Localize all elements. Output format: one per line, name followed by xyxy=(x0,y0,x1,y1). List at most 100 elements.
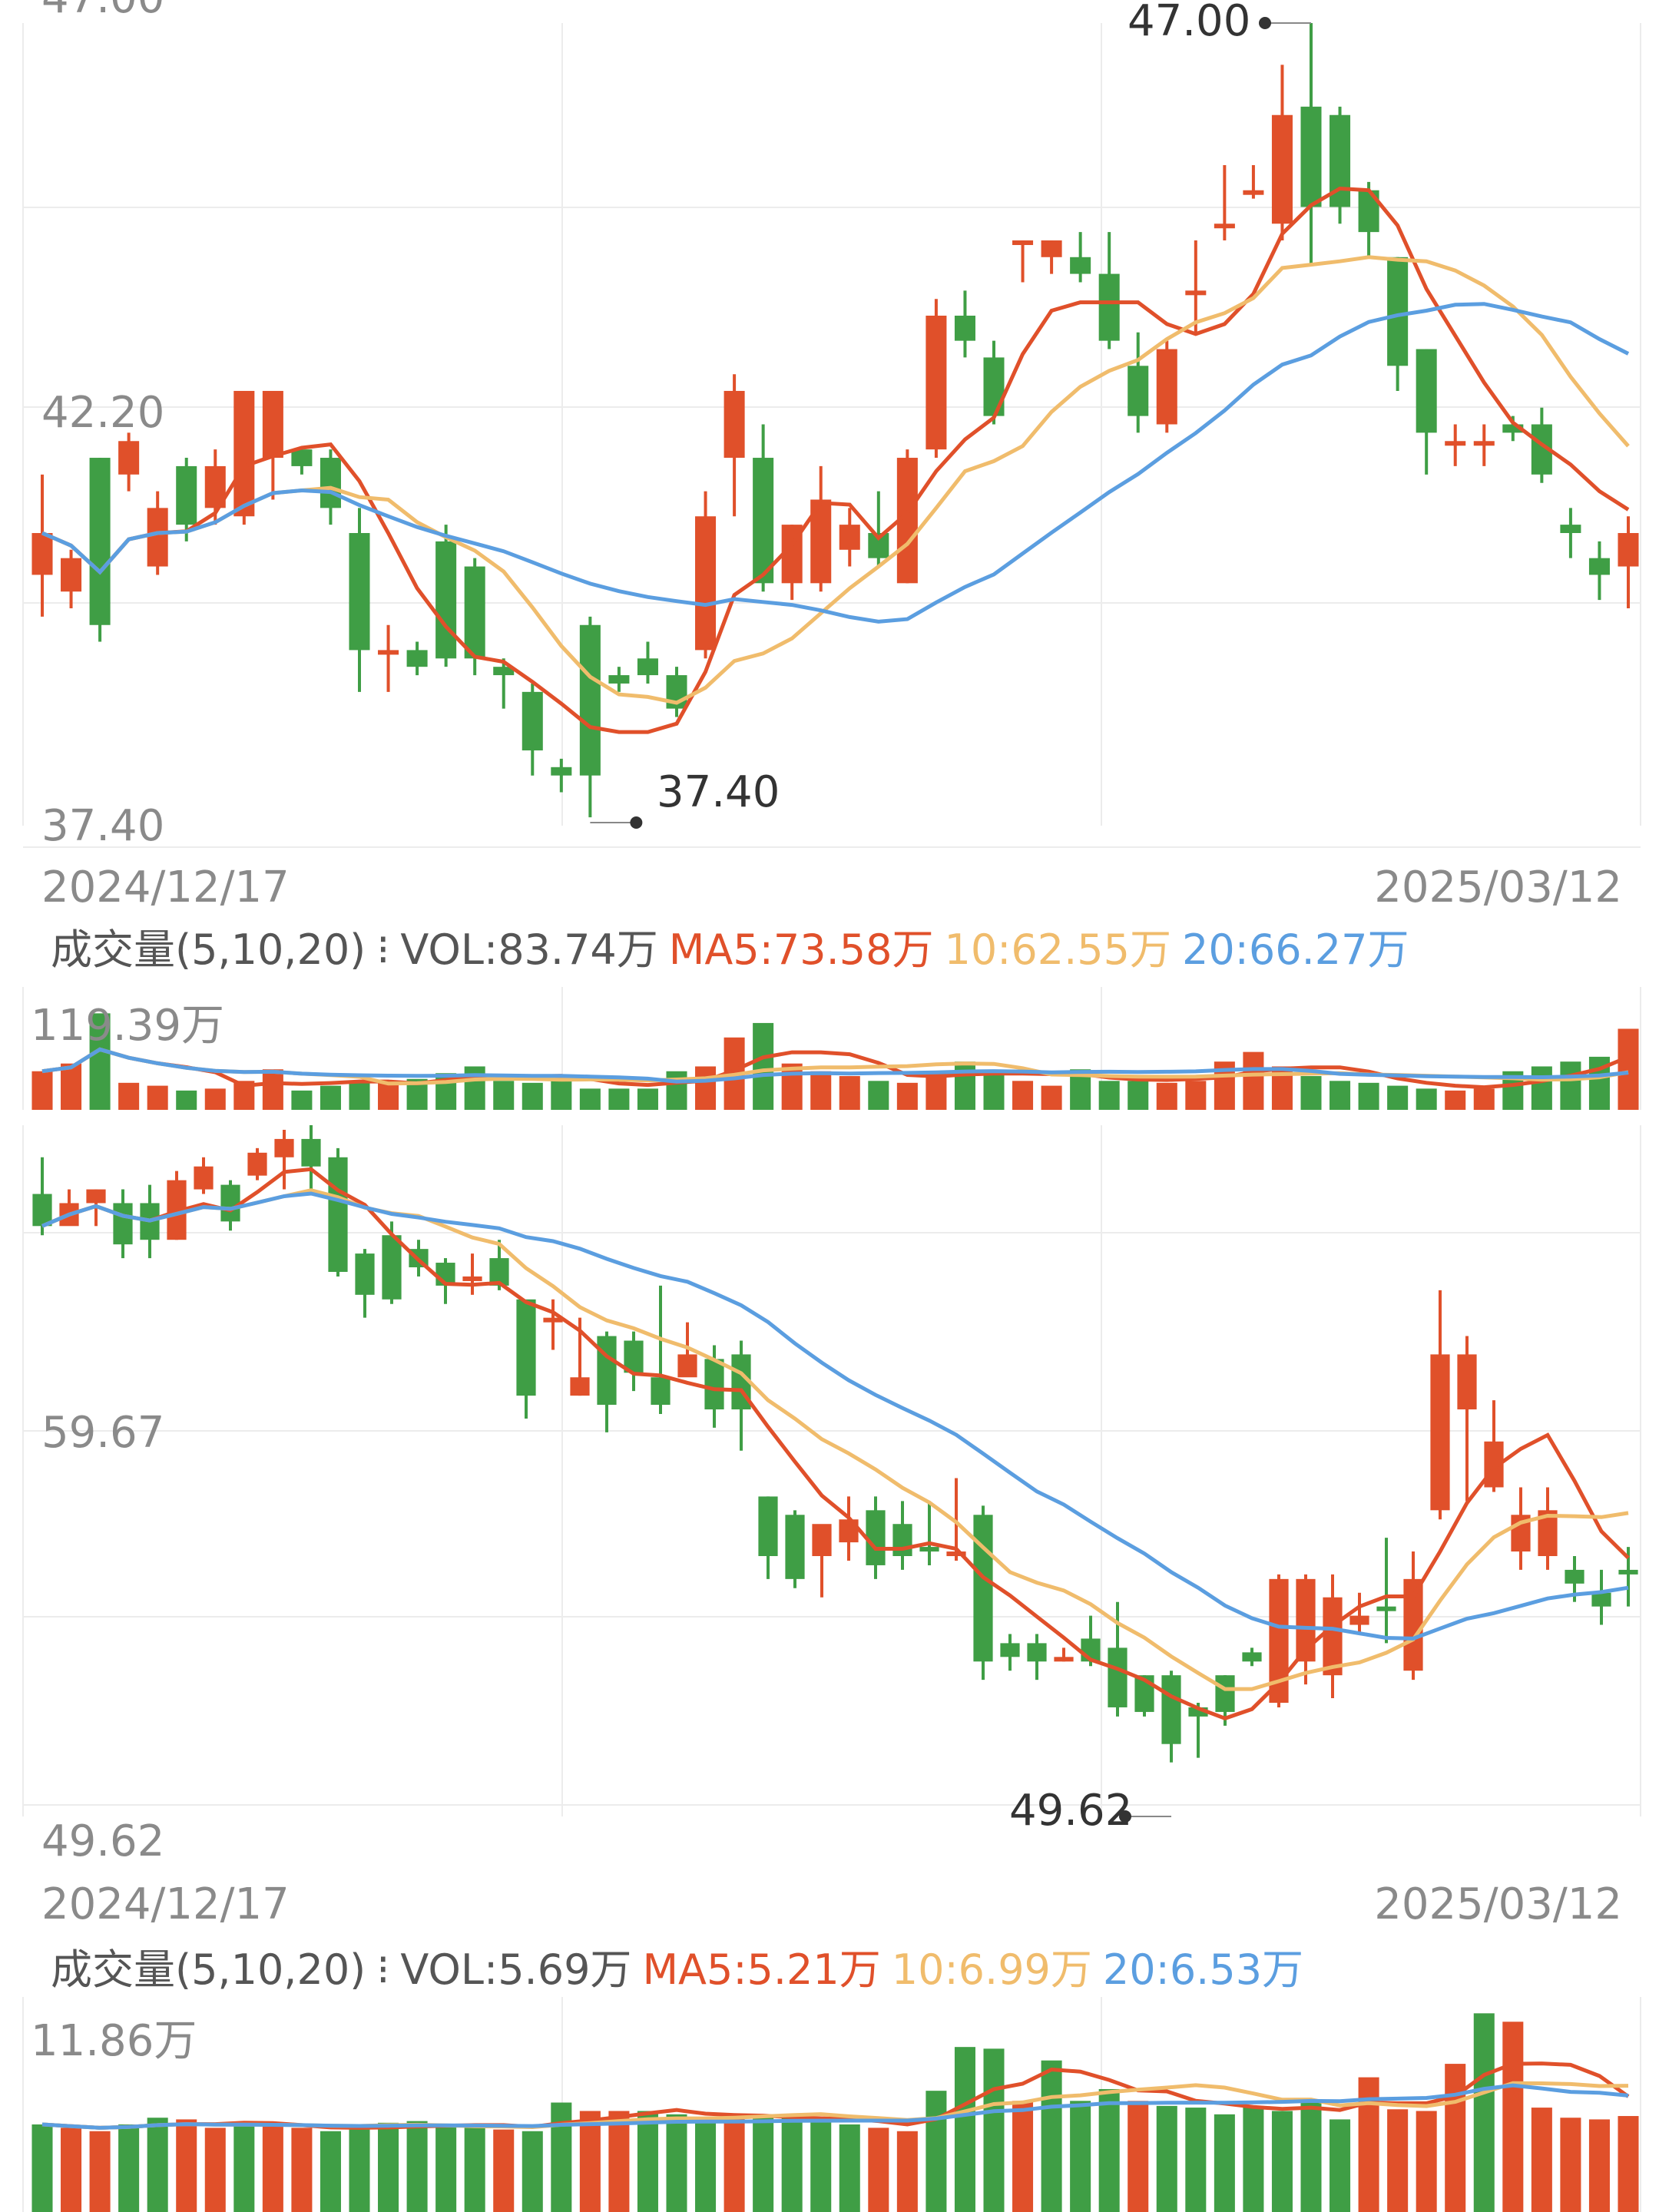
candle-3 xyxy=(113,1189,133,1259)
candle-body xyxy=(1156,349,1177,425)
candle-9 xyxy=(274,1129,294,1190)
candle-body xyxy=(1214,224,1235,229)
volume-bar-21 xyxy=(637,1088,658,1110)
volume-bar-37 xyxy=(1098,2088,1120,2212)
volume-bar-43 xyxy=(1271,2111,1293,2212)
volume-bar-16 xyxy=(493,2129,515,2212)
candle-body xyxy=(812,1524,832,1557)
ma10-line xyxy=(41,1188,1629,1691)
volume-bar-5 xyxy=(176,2119,197,2212)
candle-body xyxy=(892,1524,912,1557)
volume-bar-23 xyxy=(695,2121,717,2212)
candle-body xyxy=(1271,114,1293,224)
volume-bar-50 xyxy=(1473,1088,1495,1110)
candle-53 xyxy=(1560,508,1581,558)
volume1-sep: ⁝ xyxy=(376,926,390,974)
volume-bar-37 xyxy=(1098,1081,1120,1110)
candle-43 xyxy=(1188,1702,1208,1758)
candle-body xyxy=(1108,1647,1128,1707)
candle-body xyxy=(320,458,341,508)
candle-29 xyxy=(812,1524,832,1598)
volume-bar-20 xyxy=(608,1088,630,1110)
candle-52 xyxy=(1531,407,1552,483)
candle-42 xyxy=(1161,1671,1181,1763)
volume-bar-44 xyxy=(1300,2099,1322,2212)
candle-50 xyxy=(1473,424,1495,466)
volume-bar-47 xyxy=(1387,2109,1409,2212)
price1-axis-bottom: 37.40 xyxy=(41,801,165,851)
candle-0 xyxy=(32,1157,52,1236)
volume-bar-34 xyxy=(1012,1081,1034,1110)
candle-body xyxy=(118,441,140,475)
candle-body xyxy=(32,1194,52,1227)
volume-bar-41 xyxy=(1214,2114,1235,2212)
volume-bar-4 xyxy=(147,2118,168,2212)
candle-body xyxy=(1588,558,1610,575)
volume-bar-36 xyxy=(1070,2101,1091,2212)
volume2-vol: VOL:5.69万 xyxy=(400,1945,632,1994)
volume-bar-24 xyxy=(724,2118,745,2212)
volume2-ma5: MA5:5.21万 xyxy=(642,1945,881,1994)
candle-body xyxy=(1027,1643,1047,1662)
candle-18 xyxy=(551,758,572,793)
candle-body xyxy=(839,525,860,550)
volume-chart-1-svg xyxy=(22,987,1641,1110)
candle-33 xyxy=(919,1501,939,1565)
price1-axis-mid: 42.20 xyxy=(41,388,165,438)
candle-body xyxy=(570,1377,590,1396)
volume-bar-22 xyxy=(666,2114,687,2212)
candle-18 xyxy=(516,1299,536,1419)
volume-bar-26 xyxy=(781,1063,803,1110)
candle-body xyxy=(493,667,515,676)
volume-bar-19 xyxy=(579,1088,601,1110)
volume-bar-13 xyxy=(406,2121,428,2212)
candle-36 xyxy=(1000,1634,1020,1671)
candle-55 xyxy=(1511,1487,1531,1570)
candle-body xyxy=(147,508,168,567)
chart1-start-date: 2024/12/17 xyxy=(41,863,290,912)
volume-bar-12 xyxy=(378,1081,399,1110)
candle-body xyxy=(1215,1675,1235,1712)
candle-body xyxy=(753,458,774,584)
volume-bar-26 xyxy=(781,2118,803,2212)
candle-19 xyxy=(543,1299,563,1350)
candle-30 xyxy=(839,1496,859,1561)
volume-bar-31 xyxy=(926,2091,947,2212)
candle-48 xyxy=(1323,1574,1343,1699)
candle-body xyxy=(220,1184,240,1222)
volume-bar-45 xyxy=(1330,2119,1351,2212)
candle-body xyxy=(1185,290,1207,296)
volume-bar-3 xyxy=(118,2124,140,2212)
volume-bar-15 xyxy=(464,1066,485,1110)
candle-5 xyxy=(167,1171,187,1240)
candle-38 xyxy=(1054,1647,1074,1662)
candle-body xyxy=(1445,441,1466,446)
volume-bar-18 xyxy=(551,2102,572,2212)
volume2-ma20: 20:6.53万 xyxy=(1102,1945,1304,1994)
candle-7 xyxy=(220,1180,240,1231)
volume1-legend: 成交量(5,10,20) ⁝ VOL:83.74万 MA5:73.58万 10:62.5… xyxy=(51,929,1419,971)
volume-bar-39 xyxy=(1156,2105,1177,2212)
candle-body xyxy=(1041,240,1062,257)
candle-body xyxy=(349,533,370,651)
candle-body xyxy=(113,1203,133,1245)
chart1-high-marker: 47.00 xyxy=(1128,0,1251,46)
ma5-line xyxy=(41,1167,1630,1720)
candle-body xyxy=(973,1515,993,1662)
candle-1 xyxy=(61,549,82,608)
volume-bar-1 xyxy=(61,1063,82,1110)
candle-33 xyxy=(983,340,1005,425)
volume-bar-46 xyxy=(1358,1082,1379,1110)
volume-bars xyxy=(31,1013,1639,1110)
volume-bar-40 xyxy=(1185,2108,1207,2212)
candle-body xyxy=(1242,1652,1262,1662)
candle-body xyxy=(355,1253,375,1295)
volume-bar-49 xyxy=(1445,2064,1466,2212)
candle-44 xyxy=(1215,1675,1235,1726)
candle-body xyxy=(677,1354,697,1378)
candle-body xyxy=(1054,1657,1074,1662)
candle-body xyxy=(247,1152,267,1176)
candle-body xyxy=(543,1317,563,1323)
candle-body xyxy=(89,458,111,625)
candle-body xyxy=(194,1166,214,1190)
